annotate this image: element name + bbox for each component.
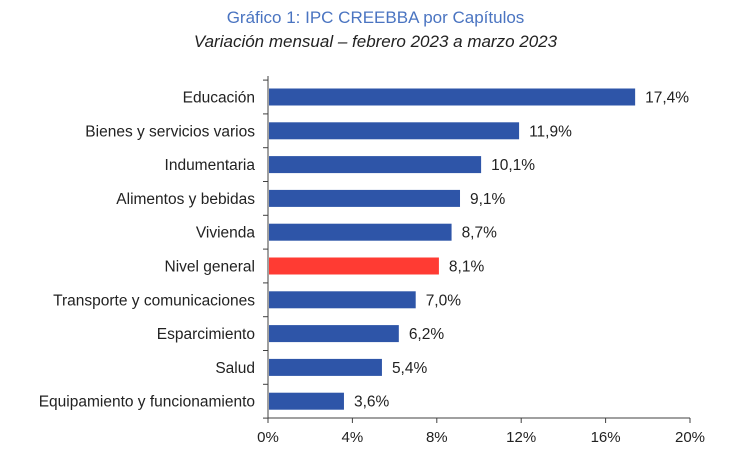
bar-highlight bbox=[269, 257, 439, 275]
chart-title: Gráfico 1: IPC CREEBBA por Capítulos bbox=[226, 8, 525, 27]
category-label: Educación bbox=[183, 90, 255, 107]
bar bbox=[269, 122, 520, 140]
value-label: 8,1% bbox=[449, 259, 485, 276]
bar bbox=[269, 189, 461, 207]
x-tick-label: 12% bbox=[506, 429, 536, 446]
value-label: 5,4% bbox=[392, 360, 428, 377]
bar bbox=[269, 223, 452, 241]
value-label: 17,4% bbox=[645, 90, 689, 107]
value-label: 8,7% bbox=[462, 225, 498, 242]
value-label: 11,9% bbox=[529, 123, 572, 140]
category-label: Vivienda bbox=[196, 225, 256, 242]
category-label: Equipamiento y funcionamiento bbox=[39, 394, 255, 411]
value-label: 7,0% bbox=[426, 292, 462, 309]
value-label: 10,1% bbox=[491, 157, 535, 174]
bar bbox=[269, 358, 382, 376]
x-tick-label: 8% bbox=[426, 429, 448, 446]
x-tick-label: 16% bbox=[591, 429, 621, 446]
category-label: Bienes y servicios varios bbox=[85, 123, 255, 140]
bar bbox=[269, 156, 482, 174]
category-label: Salud bbox=[215, 360, 255, 377]
value-label: 9,1% bbox=[470, 191, 506, 208]
category-label: Transporte y comunicaciones bbox=[53, 292, 255, 309]
category-label: Alimentos y bebidas bbox=[116, 191, 255, 208]
x-tick-label: 0% bbox=[257, 429, 279, 446]
x-tick-label: 4% bbox=[342, 429, 364, 446]
value-label: 3,6% bbox=[354, 394, 390, 411]
category-label: Esparcimiento bbox=[157, 326, 255, 343]
bar bbox=[269, 88, 636, 106]
x-tick-label: 20% bbox=[675, 429, 705, 446]
bar bbox=[269, 325, 399, 343]
value-label: 6,2% bbox=[409, 326, 445, 343]
chart-subtitle: Variación mensual – febrero 2023 a marzo… bbox=[193, 32, 558, 51]
category-label: Indumentaria bbox=[165, 157, 256, 174]
bar bbox=[269, 291, 416, 309]
category-label: Nivel general bbox=[165, 259, 255, 276]
bar bbox=[269, 392, 344, 410]
